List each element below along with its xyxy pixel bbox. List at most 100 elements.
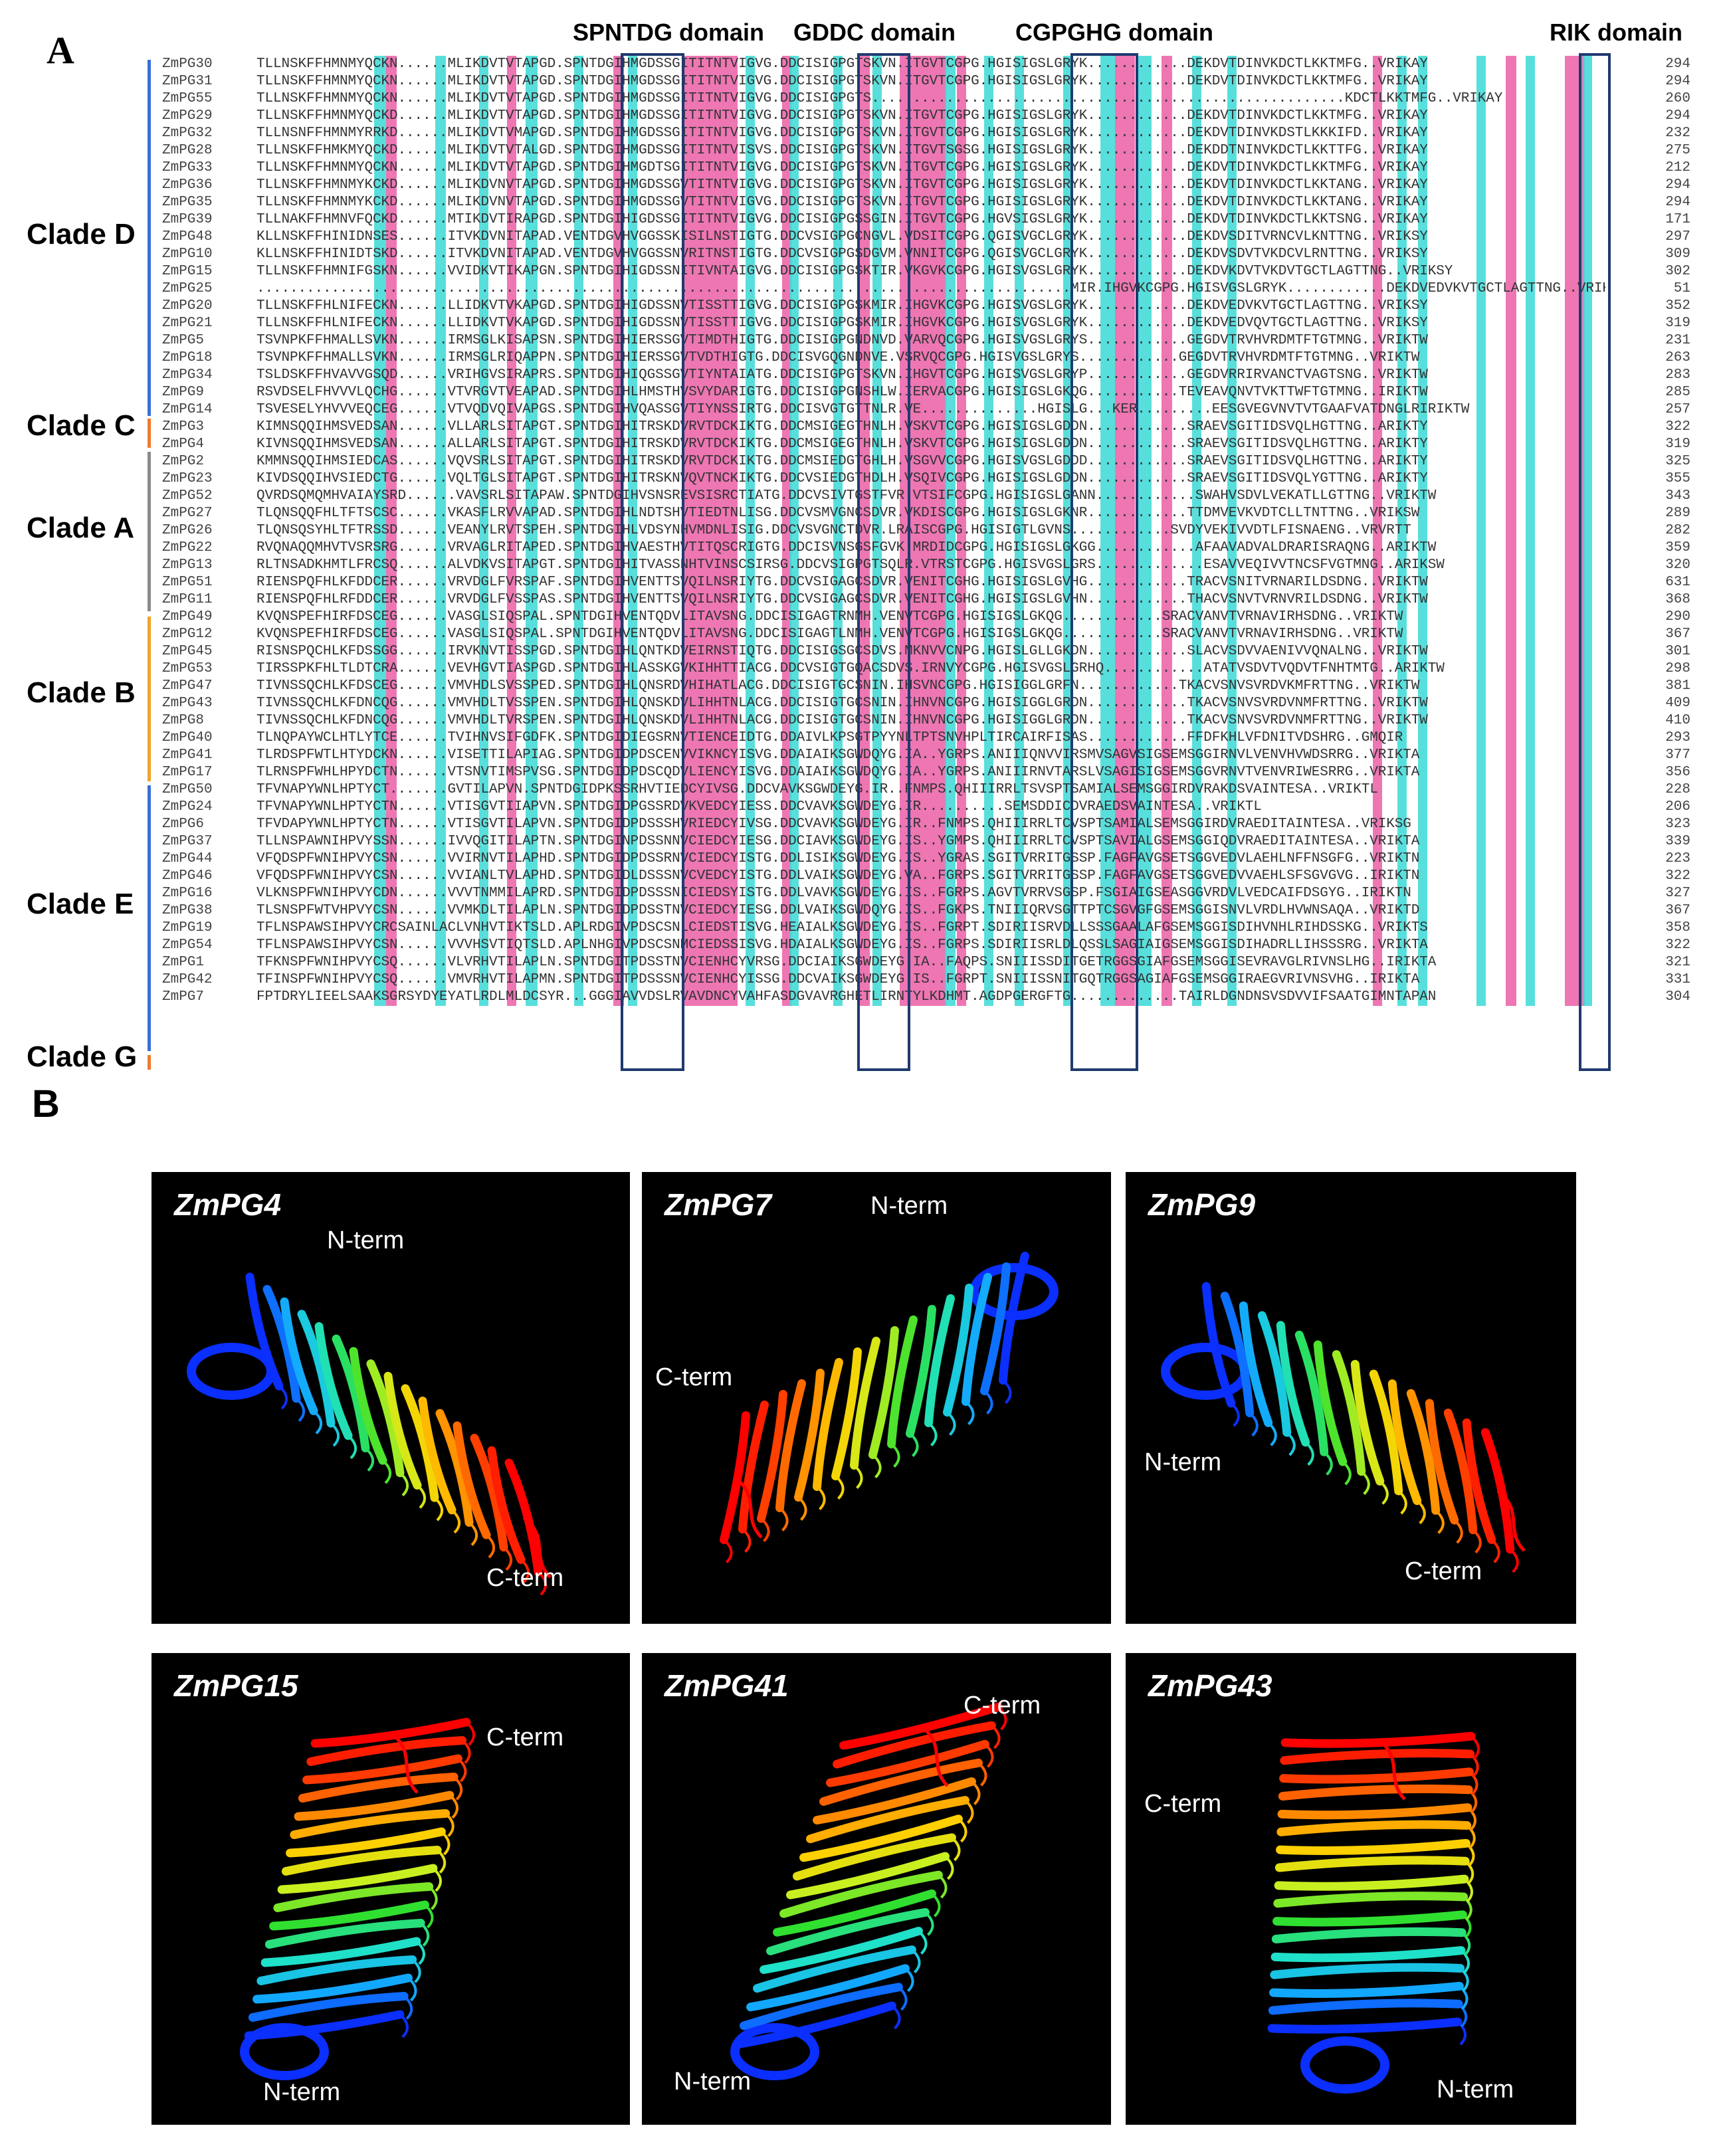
sequence-name: ZmPG16 [162, 886, 213, 901]
loop [1457, 2003, 1468, 2028]
beta-strand [1280, 1731, 1476, 1748]
sequence-name: ZmPG40 [162, 730, 213, 745]
loop [407, 1977, 417, 2002]
sequence-residues: ........................................… [256, 281, 1605, 296]
sequence-name: ZmPG25 [162, 281, 213, 296]
sequence-length: 367 [1665, 627, 1690, 642]
sequence-length: 282 [1665, 523, 1690, 538]
sequence-residues: RSVDSELFHVVVLQCHG......VTVRGVTVEAPAD.SPN… [256, 385, 1428, 400]
loop [904, 1967, 914, 1993]
loop [312, 1409, 322, 1434]
loop [1286, 1431, 1296, 1456]
loop [537, 1571, 547, 1596]
sequence-alignment: ZmPG30 TLLNSKFFHMNMYQCKN......MLIKDVTVTAP… [162, 53, 1690, 1079]
sequence-name: ZmPG48 [162, 229, 213, 245]
sequence-length: 323 [1665, 817, 1690, 832]
loop [424, 1904, 434, 1929]
c-term-label: C-term [1405, 1557, 1482, 1585]
shading-column [1136, 56, 1152, 1006]
loop [853, 1464, 863, 1489]
sequence-name: ZmPG42 [162, 972, 213, 987]
beta-strand [262, 1285, 301, 1403]
sequence-name: ZmPG55 [162, 91, 213, 106]
sequence-name: ZmPG22 [162, 540, 213, 555]
sequence-residues: TIVNSSQCHLKFDNCQG......VMVHDLTVSSPEN.SPN… [256, 696, 1428, 711]
beta-strand [256, 1955, 417, 1986]
alignment-row: ZmPG21 TLLNSKFFHLNIFECKN......LLIDKVTVKAP… [162, 315, 1690, 332]
alignment-row: ZmPG44 VFQDSPFWNIHPVYCSN......VVIRNVTILAP… [162, 850, 1690, 868]
sequence-length: 352 [1665, 298, 1690, 314]
sequence-length: 322 [1665, 868, 1690, 884]
loop [911, 1949, 921, 1974]
shading-column [1191, 56, 1201, 1006]
loop [1463, 1896, 1472, 1921]
protein-name: ZmPG9 [1148, 1187, 1256, 1222]
loop [1360, 1470, 1370, 1496]
beta-strand [248, 1991, 409, 2022]
gddc-domain-box [857, 53, 910, 1071]
beta-strand [273, 1882, 434, 1913]
alignment-row: ZmPG35 TLLNSKFFHMNMYKCKD......MLIKDVNVTAP… [162, 194, 1690, 211]
loop [1453, 1519, 1463, 1544]
loop [1469, 1753, 1479, 1778]
protein-name: ZmPG15 [174, 1668, 298, 1703]
clade-label-a: Clade A [27, 512, 135, 544]
beta-strand [1257, 1311, 1292, 1437]
beta-strand [418, 1397, 456, 1515]
beta-strand [1270, 1946, 1466, 1963]
alignment-row: ZmPG28 TLLNSKFFHMKMYQCKD......MLIKDVTVTAL… [162, 142, 1690, 159]
loop [816, 1486, 826, 1510]
sequence-residues: TIVNSSQCHLKFDSCEG......VMVHDLSVSSPED.SPN… [256, 678, 1420, 694]
shading-column [507, 56, 517, 1006]
beta-strand [1369, 1369, 1403, 1496]
alignment-row: ZmPG39 TLLNAKFFHMNVFQCKD......MTIKDVTIRAP… [162, 211, 1690, 229]
alignment-row: ZmPG41 TLRDSPFWTLHTYDCKN......VISETTILAPI… [162, 747, 1690, 764]
alignment-row: ZmPG46 VFQDSPFWNIHPVYCSN......VVIANLTVLAP… [162, 868, 1690, 885]
sequence-residues: TLNQPAYWCLHTLYTCE......TVIHNVSIFGDFK.SPN… [256, 730, 1403, 745]
loop [1465, 1842, 1475, 1867]
structure-render [187, 1272, 552, 1596]
beta-strand [1274, 1856, 1470, 1872]
sequence-length: 319 [1665, 437, 1690, 452]
beta-strand [1332, 1350, 1366, 1476]
sequence-length: 294 [1665, 195, 1690, 210]
sequence-residues: VLKNSPFWNIHPVYCDN......VVVTNMMILAPRD.SPN… [256, 886, 1411, 901]
loop [909, 1432, 919, 1457]
beta-strand [786, 1852, 950, 1900]
sequence-length: 359 [1665, 540, 1690, 555]
sequence-length: 327 [1665, 886, 1690, 901]
loop [1460, 1949, 1470, 1975]
sequence-length: 343 [1665, 488, 1690, 504]
sequence-residues: VFQDSPFWNIHPVYCSN......VVIRNVTILAPHD.SPN… [256, 851, 1420, 866]
loop [1466, 1824, 1476, 1849]
loop [381, 1459, 391, 1484]
sequence-length: 294 [1665, 108, 1690, 124]
beta-strand [906, 1304, 936, 1438]
c-terminal-tail [1496, 1490, 1526, 1552]
beta-strand [314, 1322, 353, 1440]
domain-title-spntdg: SPNTDG domain [573, 19, 765, 46]
sequence-residues: TLLNSKFFHMNMYQCKN......MLIKDVTVTAPGD.SPN… [256, 160, 1428, 175]
loop [931, 1892, 941, 1917]
sequence-name: ZmPG6 [162, 817, 205, 832]
sequence-length: 381 [1665, 678, 1690, 694]
loop [1435, 1509, 1445, 1534]
beta-strand [1201, 1282, 1236, 1408]
beta-strand [383, 1371, 422, 1490]
n-terminal-helix [1161, 1343, 1250, 1400]
beta-strand [943, 1283, 973, 1417]
sequence-name: ZmPG5 [162, 333, 205, 348]
sequence-length: 301 [1665, 644, 1690, 659]
sequence-name: ZmPG23 [162, 471, 213, 486]
sequence-residues: KVQNSPEFHIRFDSCEG......VASGLSIQSPAL.SPNT… [256, 609, 1403, 625]
cgpghg-domain-box [1070, 53, 1138, 1071]
sequence-residues: TFVNAPYWNLHPTYCT.......GVTILAPVN.SPNTDGI… [256, 782, 1378, 797]
sequence-length: 302 [1665, 264, 1690, 279]
loop [457, 1757, 467, 1783]
beta-strand [760, 1926, 923, 1975]
alignment-row: ZmPG32 TLLNSNFFHMNMYRRKD......MLIKDVTVMAP… [162, 125, 1690, 142]
alignment-row: ZmPG17 TLRNSPFWHLHPYDCTN......VTSNVTIMSPV… [162, 764, 1690, 781]
loop [330, 1422, 340, 1447]
beta-strand [401, 1384, 439, 1502]
loop [965, 1401, 975, 1425]
